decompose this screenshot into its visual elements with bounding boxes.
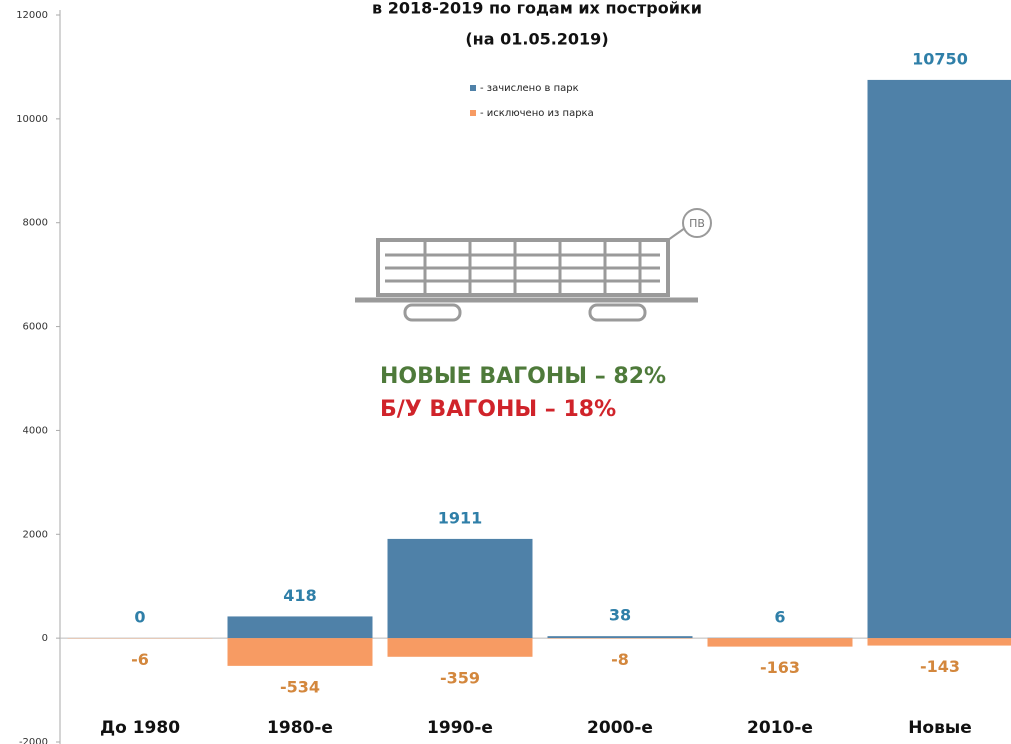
legend-label: - исключено из парка bbox=[480, 108, 594, 119]
y-tick-label: 0 bbox=[42, 633, 48, 644]
wagon-illustration bbox=[355, 209, 711, 320]
x-tick-label: 1980-е bbox=[267, 718, 333, 738]
value-label: 38 bbox=[609, 606, 631, 625]
bar bbox=[388, 539, 533, 638]
annotation: Б/У ВАГОНЫ – 18% bbox=[380, 397, 616, 422]
legend-swatch bbox=[470, 85, 476, 91]
bar bbox=[868, 638, 1011, 645]
value-label: -6 bbox=[131, 650, 149, 669]
y-tick-label: 2000 bbox=[23, 529, 48, 540]
value-label: 0 bbox=[134, 608, 145, 627]
value-label: 1911 bbox=[438, 508, 483, 527]
x-tick-label: 1990-е bbox=[427, 718, 493, 738]
chart-subtitle: (на 01.05.2019) bbox=[465, 30, 608, 49]
value-label: -359 bbox=[440, 668, 480, 687]
y-tick-label: 6000 bbox=[23, 322, 48, 333]
bar bbox=[708, 638, 853, 646]
value-label: 10750 bbox=[912, 49, 968, 68]
value-label: 6 bbox=[774, 607, 785, 626]
bar bbox=[548, 636, 693, 638]
y-tick-label: 4000 bbox=[23, 425, 48, 436]
x-tick-label: 2010-е bbox=[747, 718, 813, 738]
value-label: -143 bbox=[920, 657, 960, 676]
legend-label: - зачислено в парк bbox=[480, 83, 579, 94]
logo-text: ПВ bbox=[689, 217, 705, 230]
value-label: -534 bbox=[280, 677, 320, 696]
y-tick-label: 12000 bbox=[16, 10, 48, 21]
value-label: 418 bbox=[283, 586, 316, 605]
legend-swatch bbox=[470, 110, 476, 116]
bar bbox=[228, 638, 373, 666]
bar bbox=[228, 616, 373, 638]
annotation: НОВЫЕ ВАГОНЫ – 82% bbox=[380, 364, 666, 389]
y-tick-label: 8000 bbox=[23, 218, 48, 229]
chart: в 2018-2019 по годам их постройки (на 01… bbox=[0, 0, 1011, 744]
x-tick-label: До 1980 bbox=[100, 718, 180, 738]
value-label: -8 bbox=[611, 650, 629, 669]
x-tick-label: 2000-е bbox=[587, 718, 653, 738]
y-tick-label: -2000 bbox=[19, 737, 48, 744]
value-label: -163 bbox=[760, 658, 800, 677]
x-tick-label: Новые bbox=[908, 718, 972, 738]
bar bbox=[868, 80, 1011, 638]
chart-title: в 2018-2019 по годам их постройки bbox=[372, 0, 702, 18]
bar bbox=[388, 638, 533, 657]
y-tick-label: 10000 bbox=[16, 114, 48, 125]
